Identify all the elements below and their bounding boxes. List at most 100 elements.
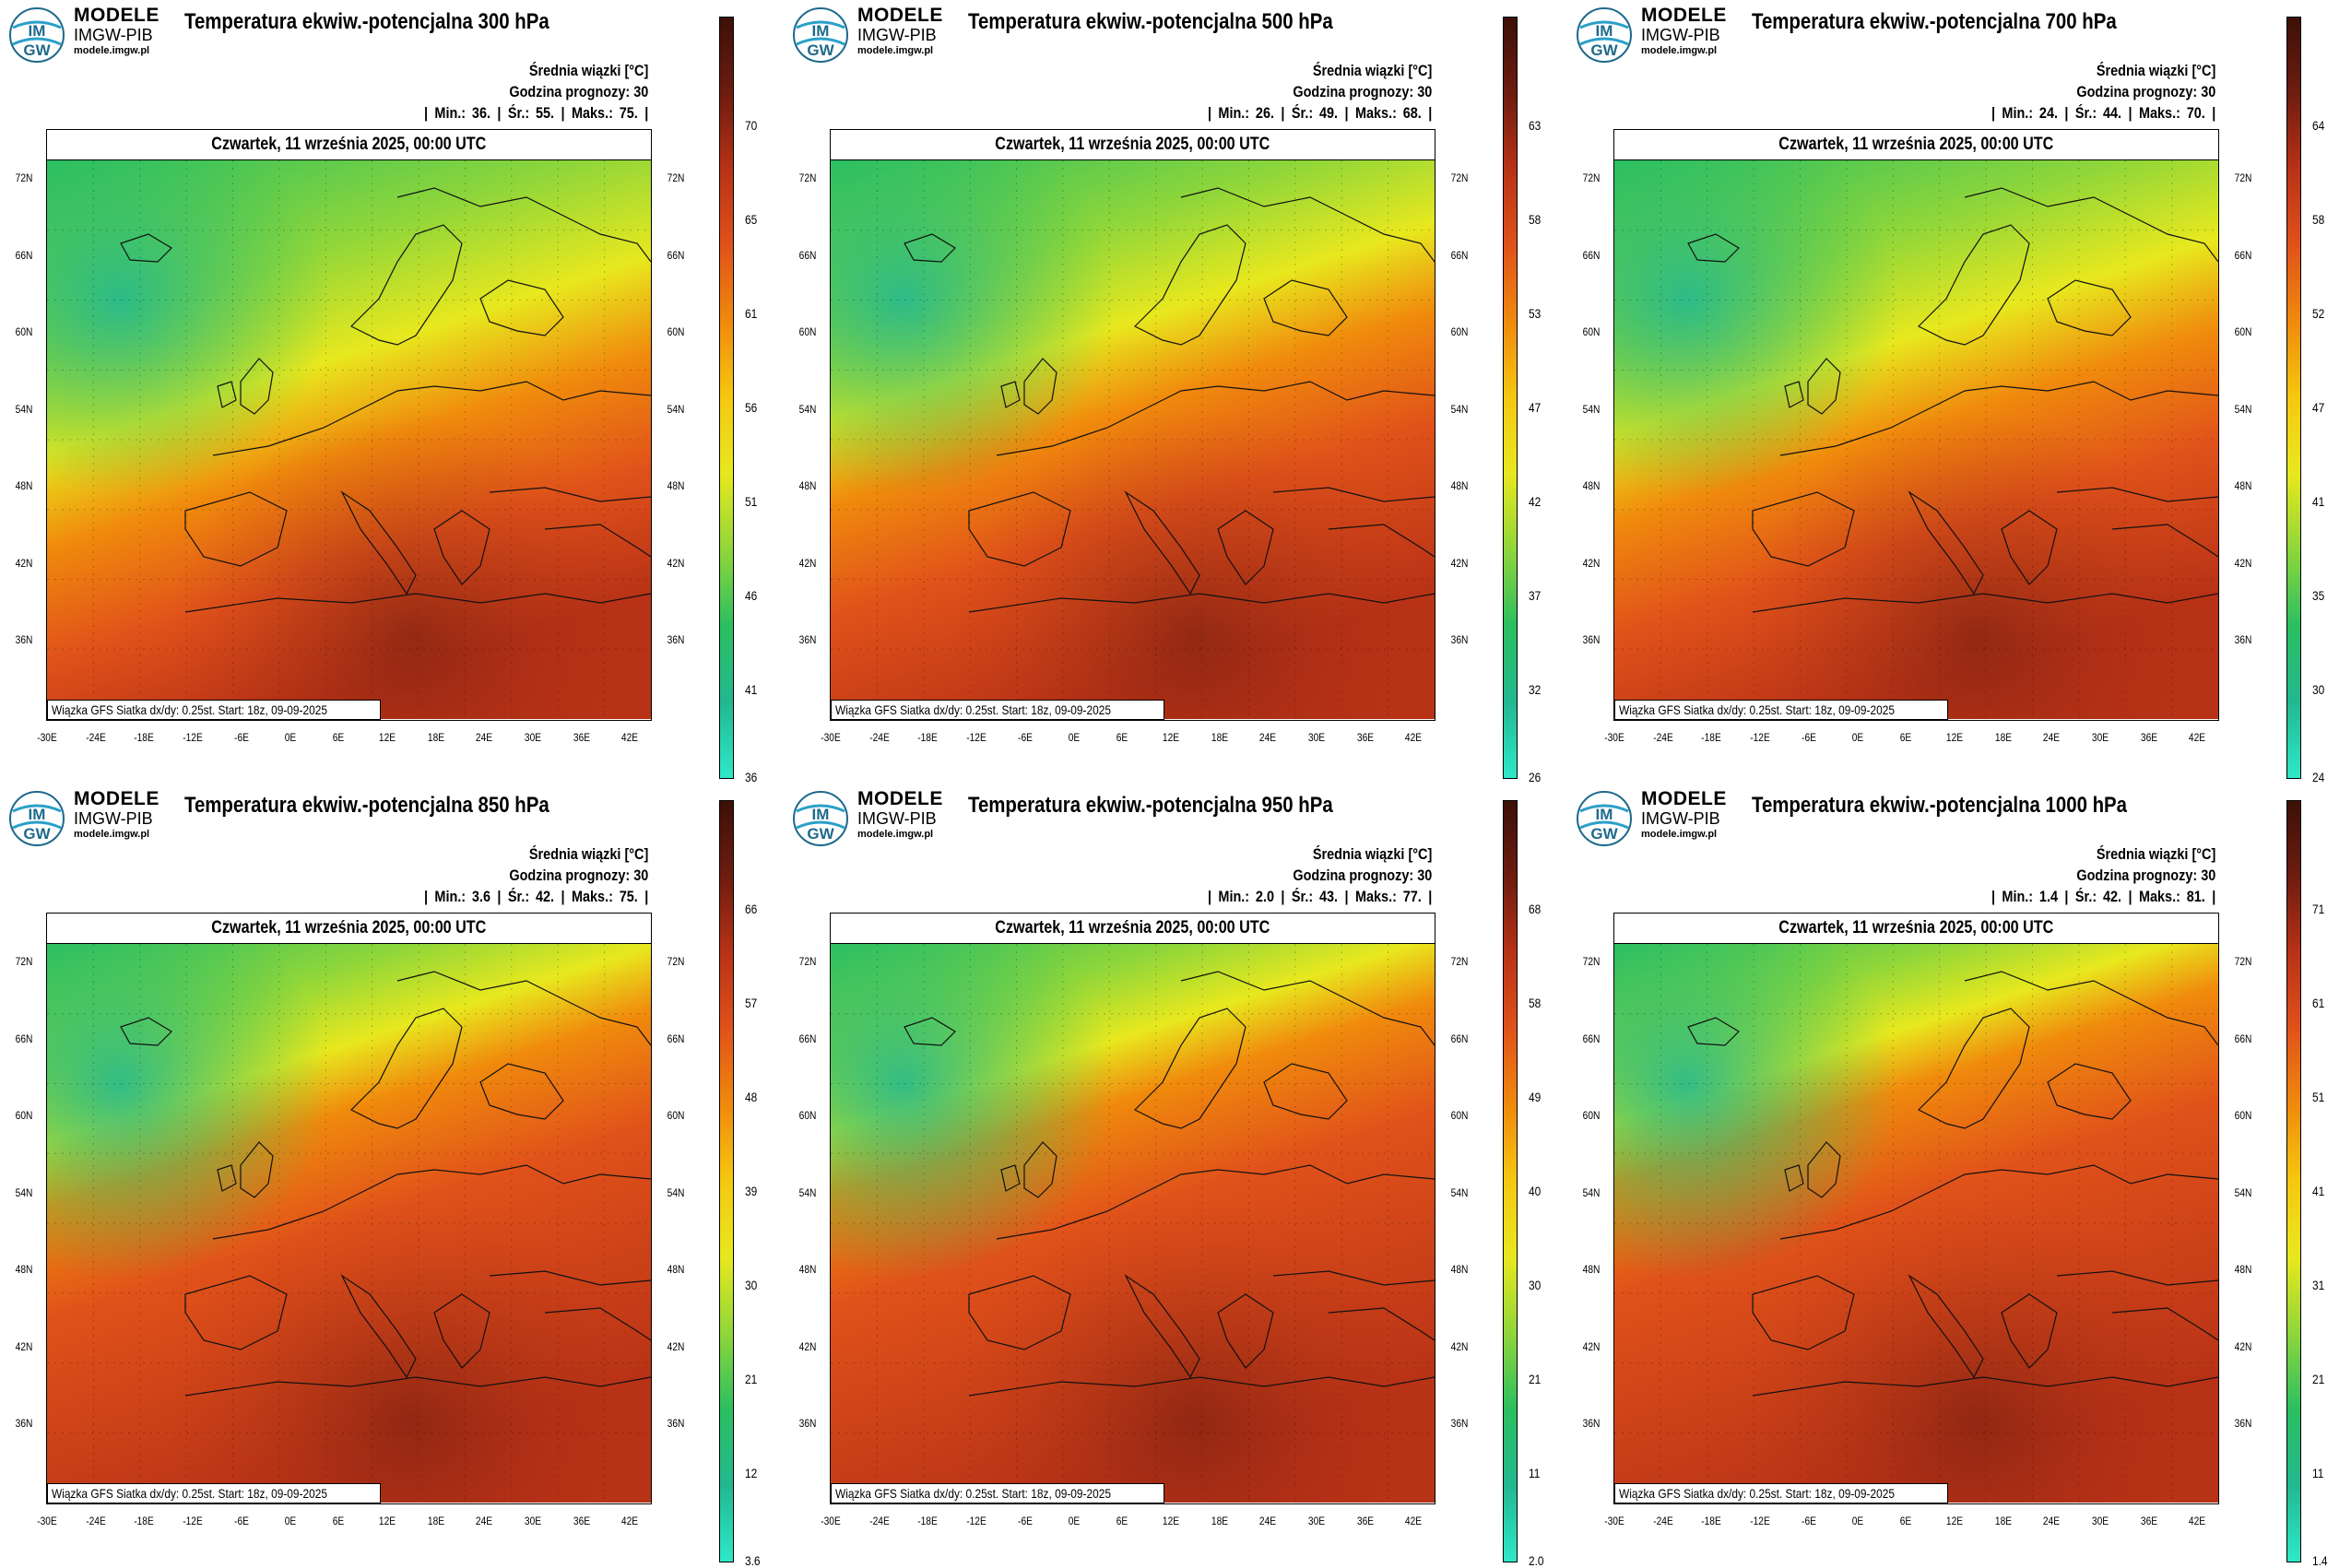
colorbar-tick: 11 <box>1529 1466 1541 1480</box>
colorbar-tick: 40 <box>1529 1184 1542 1198</box>
stat-label: Średnia wiązki [°C] <box>528 62 648 79</box>
lon-label: 12E <box>1945 731 1963 744</box>
temperature-field <box>47 944 651 1503</box>
lat-label-left: 36N <box>15 633 33 646</box>
map-panel-5: IM GW MODELE IMGW-PIB modele.imgw.pl Temperat… <box>784 784 1567 1568</box>
panel-title: Temperatura ekwiw.-potencjalna 500 hPa <box>968 9 1333 34</box>
map-frame: Czwartek, 11 września 2025, 00:00 UTC Wią… <box>1583 129 2251 744</box>
lon-label: 0E <box>284 731 296 744</box>
stats-block: Średnia wiązki [°C] Godzina prognozy: 30 |… <box>1208 61 1432 124</box>
brand-url: modele.imgw.pl <box>857 829 934 840</box>
brand-line2: IMGW-PIB <box>857 809 937 828</box>
colorbar-tick: 65 <box>745 212 758 227</box>
lat-label-left: 36N <box>1582 1417 1601 1430</box>
panel-title: Temperatura ekwiw.-potencjalna 300 hPa <box>184 9 549 34</box>
lon-label: 6E <box>1116 1515 1128 1527</box>
colorbar-tick: 3.6 <box>745 1553 761 1568</box>
lon-label: 18E <box>427 1515 444 1527</box>
coastline <box>1687 971 2218 1397</box>
brand-line1: MODELE <box>857 788 943 809</box>
coastline <box>904 971 1435 1397</box>
lon-label: 12E <box>378 731 396 744</box>
colorbar-tick: 21 <box>745 1372 758 1386</box>
colorbar-tick: 41 <box>745 682 758 697</box>
lon-label: -24E <box>85 1515 106 1527</box>
colorbar-tick: 47 <box>2312 400 2325 415</box>
lat-label-left: 48N <box>1582 479 1601 492</box>
lat-label-left: 60N <box>1582 325 1601 338</box>
stat-values: | Min.: 36. | Śr.: 55. | Maks.: 75. | <box>423 103 648 122</box>
colorbar-tick: 21 <box>1529 1372 1542 1386</box>
stats-block: Średnia wiązki [°C] Godzina prognozy: 30 |… <box>1991 61 2215 124</box>
stat-label: Średnia wiązki [°C] <box>1312 845 1432 863</box>
colorbar-tick: 42 <box>1529 494 1542 509</box>
coastline <box>904 187 1435 613</box>
lon-label: -18E <box>917 731 939 744</box>
lon-label: -18E <box>134 731 155 744</box>
brand-url: modele.imgw.pl <box>1641 829 1718 840</box>
logo-text-bottom: GW <box>807 41 834 59</box>
lon-label: -12E <box>1750 731 1770 744</box>
lat-label-right: 60N <box>1450 1109 1469 1122</box>
lat-label-right: 48N <box>2234 1263 2252 1276</box>
lon-label: 30E <box>524 1515 542 1527</box>
colorbar-tick: 39 <box>745 1184 758 1198</box>
lon-label: -24E <box>868 731 890 744</box>
lon-label: 42E <box>621 1515 639 1527</box>
brand-url: modele.imgw.pl <box>74 829 150 840</box>
lon-label: 30E <box>1307 1515 1326 1527</box>
temperature-field <box>1614 160 2218 719</box>
lat-label-right: 72N <box>2234 171 2252 184</box>
brand-line1: MODELE <box>74 5 159 26</box>
model-credit: Wiązka GFS Siatka dx/dy: 0.25st. Start: … <box>831 700 1164 720</box>
brand-line2: IMGW-PIB <box>1641 26 1720 44</box>
lat-label-left: 54N <box>798 1185 817 1199</box>
lon-label: 24E <box>2043 731 2061 744</box>
lon-label: -12E <box>1750 1515 1770 1527</box>
lat-label-right: 66N <box>2234 248 2252 262</box>
lat-label-left: 48N <box>798 1263 817 1276</box>
lat-label-left: 60N <box>798 1109 817 1122</box>
model-credit: Wiązka GFS Siatka dx/dy: 0.25st. Start: … <box>1614 700 1948 720</box>
colorbar-tick: 41 <box>2312 494 2325 509</box>
lon-label: 24E <box>1259 1515 1277 1527</box>
colorbar-tick: 56 <box>745 400 758 415</box>
lon-label: 0E <box>284 1515 296 1527</box>
brand-url: modele.imgw.pl <box>857 45 934 56</box>
stat-label: Średnia wiązki [°C] <box>2096 62 2215 79</box>
date-bar: Czwartek, 11 września 2025, 00:00 UTC <box>1614 914 2218 944</box>
lat-label-left: 66N <box>15 1032 33 1045</box>
lon-label: -18E <box>1701 731 1722 744</box>
lat-label-right: 36N <box>667 633 685 646</box>
logo-text-top: IM <box>1596 22 1613 40</box>
map-panel-6: IM GW MODELE IMGW-PIB modele.imgw.pl Temperat… <box>1567 784 2351 1568</box>
lat-label-left: 42N <box>798 556 817 570</box>
lon-label: 18E <box>1994 731 2012 744</box>
lon-label: -12E <box>183 731 203 744</box>
lat-label-right: 42N <box>2234 556 2252 570</box>
stat-label: Średnia wiązki [°C] <box>2096 845 2215 863</box>
lat-label-right: 48N <box>1450 479 1469 492</box>
colorbar-tick: 36 <box>745 770 758 784</box>
lat-label-left: 42N <box>15 556 33 570</box>
lon-label: 6E <box>1116 731 1128 744</box>
imgw-logo: IM GW <box>1577 7 1632 63</box>
brand-line1: MODELE <box>74 788 159 809</box>
colorbar-tick: 21 <box>2312 1372 2325 1386</box>
lat-label-right: 66N <box>667 1032 685 1045</box>
lat-label-right: 60N <box>1450 325 1469 338</box>
colorbar-tick: 63 <box>1529 118 1542 133</box>
lon-label: 24E <box>476 1515 493 1527</box>
logo-text-bottom: GW <box>23 825 51 843</box>
lat-label-left: 66N <box>15 248 33 262</box>
lat-label-right: 72N <box>1450 955 1469 968</box>
lat-label-right: 36N <box>1450 1417 1469 1430</box>
colorbar-tick: 64 <box>2312 118 2325 133</box>
lat-label-right: 54N <box>1450 1185 1469 1199</box>
lat-label-right: 54N <box>2234 1185 2252 1199</box>
panel-title: Temperatura ekwiw.-potencjalna 850 hPa <box>184 793 549 818</box>
lon-label: 42E <box>1405 731 1423 744</box>
colorbar-tick: 37 <box>1529 588 1542 603</box>
lat-label-right: 54N <box>1450 402 1469 416</box>
stat-values: | Min.: 26. | Śr.: 49. | Maks.: 68. | <box>1207 103 1432 122</box>
